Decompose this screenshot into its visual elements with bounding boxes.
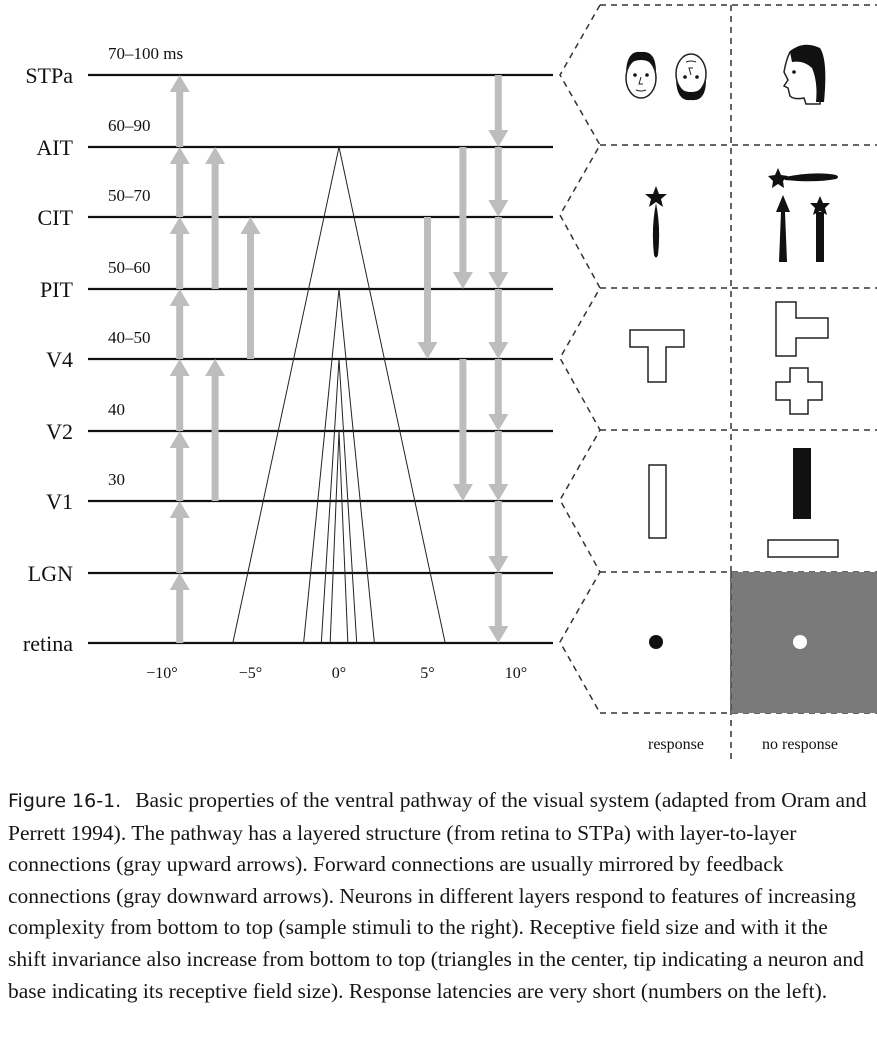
layer-label-ait: AIT [36, 135, 73, 160]
receptive-field-triangle [329, 430, 349, 644]
axis-tick-label: 0° [332, 665, 346, 682]
latency-labels: 70–100 ms 60–90 50–70 50–60 40–50 40 30 [108, 44, 183, 489]
feedforward-arrow [169, 573, 190, 643]
figure-caption: Figure 16-1. Basic properties of the vent… [8, 785, 870, 1007]
arrow-shape-icon [776, 195, 790, 262]
no-response-column-label: no response [762, 736, 838, 753]
layer-label-cit: CIT [38, 205, 74, 230]
panel-left-edge [559, 4, 601, 714]
black-dot-icon [649, 635, 663, 649]
feedforward-arrow [169, 75, 190, 147]
feedforward-skip-arrow [205, 147, 226, 289]
feedforward-arrow [169, 431, 190, 501]
feedback-arrow [488, 573, 509, 643]
face-profile-icon [782, 44, 826, 105]
layer-names: STPa AIT CIT PIT V4 V2 V1 LGN retina [23, 63, 74, 656]
layer-lines [88, 73, 553, 645]
star-on-bar-icon [810, 196, 830, 262]
feedforward-arrow [169, 217, 190, 289]
receptive-field-triangle [320, 358, 358, 644]
feedback-arrow [488, 359, 509, 431]
white-dot-icon [793, 635, 807, 649]
star-beside-horizontal-shape-icon [768, 168, 838, 188]
axis-tick-label: 10° [505, 665, 527, 682]
feedback-skip-arrow [452, 147, 473, 289]
cross-shape-icon [775, 367, 823, 415]
latency-label-v1: 30 [108, 470, 125, 489]
layer-label-pit: PIT [40, 277, 74, 302]
latency-label-stpa: 70–100 ms [108, 44, 183, 63]
axis-tick-label: −10° [146, 665, 177, 682]
feedback-arrow [488, 75, 509, 147]
receptive-field-triangle [232, 146, 446, 644]
layer-label-v4: V4 [46, 347, 73, 372]
axis-tick-label: 5° [420, 665, 434, 682]
face-inverted-icon [675, 53, 707, 101]
axis-tick-label: −5° [239, 665, 262, 682]
feedforward-arrow [169, 147, 190, 217]
feedback-arrow [488, 147, 509, 217]
feedback-arrow [488, 289, 509, 359]
feedback-arrow [488, 217, 509, 289]
vertical-bar-filled-icon [793, 448, 811, 519]
star-on-elongated-shape-icon [645, 186, 667, 258]
caption-text: Basic properties of the ventral pathway … [8, 788, 867, 1003]
feedback-skip-arrow [417, 217, 438, 359]
face-front-icon [625, 51, 657, 99]
latency-label-pit: 50–60 [108, 258, 151, 277]
feedforward-skip-arrow [240, 217, 261, 359]
layer-label-lgn: LGN [28, 561, 73, 586]
vertical-bar-outline-icon [648, 464, 667, 539]
receptive-field-triangles [232, 146, 446, 644]
feedforward-arrow [169, 359, 190, 431]
latency-label-v2: 40 [108, 400, 125, 419]
connection-arrows [169, 75, 509, 643]
layer-label-v1: V1 [46, 489, 73, 514]
receptive-field-triangle [303, 288, 375, 644]
feedforward-skip-arrow [205, 359, 226, 501]
response-column-label: response [648, 736, 704, 753]
t-shape-icon [629, 329, 685, 383]
latency-label-v4: 40–50 [108, 328, 151, 347]
feedforward-arrow [169, 501, 190, 573]
feedback-arrow [488, 431, 509, 501]
figure-label: Figure 16-1. [8, 790, 122, 812]
feedback-arrow [488, 501, 509, 573]
rotated-t-shape-icon [775, 301, 829, 357]
feedforward-arrow [169, 289, 190, 359]
ventral-pathway-diagram: STPa AIT CIT PIT V4 V2 V1 LGN retina 70–100 ms 60… [23, 4, 877, 760]
layer-label-stpa: STPa [25, 63, 73, 88]
feedback-skip-arrow [452, 359, 473, 501]
horizontal-bar-outline-icon [767, 539, 839, 558]
layer-label-retina: retina [23, 631, 73, 656]
axis-tick-labels: −10° −5° 0° 5° 10° [146, 665, 527, 682]
latency-label-cit: 50–70 [108, 186, 151, 205]
latency-label-ait: 60–90 [108, 116, 151, 135]
layer-label-v2: V2 [46, 419, 73, 444]
